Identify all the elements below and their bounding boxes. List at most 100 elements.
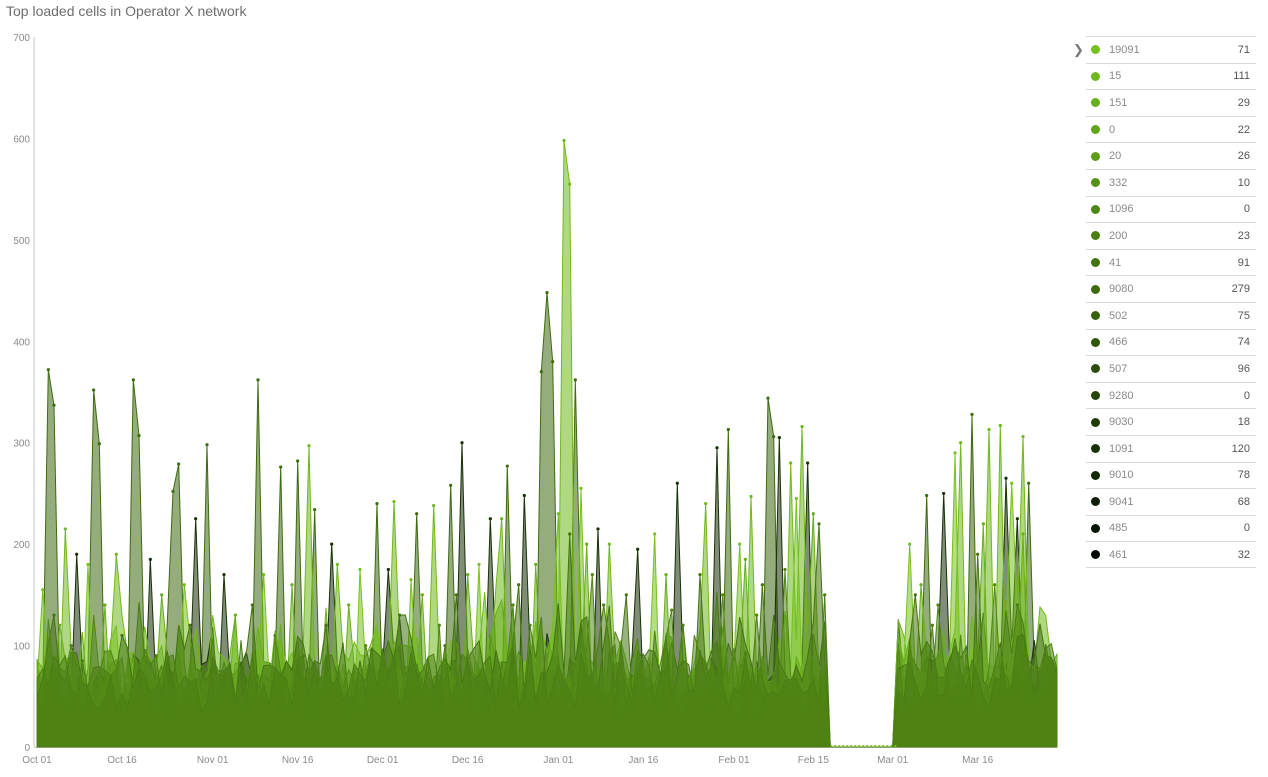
legend-item-label: 466 [1109, 336, 1128, 349]
x-tick-label: Oct 16 [107, 755, 137, 766]
legend-item-label: 9280 [1109, 389, 1134, 402]
legend-item-9010[interactable]: 9010 78 [1086, 461, 1256, 489]
legend-dot-icon [1091, 98, 1100, 108]
data-point [1021, 532, 1025, 536]
legend-item-label: 19091 [1109, 43, 1140, 56]
legend-dot-icon [1091, 391, 1100, 401]
y-tick-label: 200 [13, 540, 30, 551]
data-point [925, 493, 929, 498]
data-point [398, 613, 402, 617]
legend-dot-icon [1091, 284, 1100, 294]
data-point [573, 378, 577, 382]
legend-item-332[interactable]: 332 10 [1086, 168, 1256, 196]
data-point [517, 583, 521, 587]
legend-item-value: 32 [1237, 548, 1250, 561]
data-point [409, 578, 413, 582]
legend-item-41[interactable]: 41 91 [1086, 248, 1256, 276]
data-point [670, 608, 674, 612]
data-point [919, 583, 923, 587]
data-point [437, 623, 441, 627]
data-point [664, 572, 668, 577]
legend-item-label: 502 [1109, 309, 1128, 322]
data-point [1021, 435, 1025, 439]
data-point [545, 291, 549, 295]
data-point [500, 517, 504, 521]
x-tick-label: Dec 01 [367, 755, 399, 766]
data-point [358, 567, 362, 572]
legend-dot-icon [1091, 125, 1100, 135]
legend-dot-icon [1091, 71, 1100, 81]
data-point [766, 396, 770, 400]
y-tick-label: 0 [24, 743, 30, 754]
legend-item-9030[interactable]: 9030 18 [1086, 408, 1256, 435]
legend-item-1091[interactable]: 1091 120 [1086, 434, 1256, 462]
data-point [262, 572, 266, 577]
legend-dot-icon [1091, 497, 1100, 507]
data-point [653, 532, 657, 536]
legend-item-507[interactable]: 507 96 [1086, 355, 1256, 382]
data-point [806, 461, 810, 465]
legend-item-1096[interactable]: 1096 0 [1086, 195, 1256, 223]
data-point [160, 593, 164, 597]
legend-item-label: 1096 [1109, 203, 1134, 216]
data-point [715, 446, 719, 450]
legend-dot-icon [1091, 151, 1100, 161]
x-tick-label: Jan 01 [543, 755, 573, 766]
data-point [449, 483, 453, 487]
legend-item-value: 29 [1237, 96, 1250, 109]
data-point [777, 436, 781, 440]
legend-item-label: 9010 [1109, 469, 1134, 482]
legend-item-9280[interactable]: 9280 0 [1086, 381, 1256, 409]
x-tick-label: Mar 01 [877, 755, 909, 766]
x-tick-label: Dec 16 [452, 755, 484, 766]
legend-item-485[interactable]: 485 0 [1086, 514, 1256, 542]
data-point [273, 633, 277, 638]
data-point [188, 623, 192, 627]
legend-item-15[interactable]: 15 111 [1086, 62, 1256, 90]
legend-item-461[interactable]: 461 32 [1086, 541, 1256, 568]
data-point [63, 527, 67, 531]
legend-item-502[interactable]: 502 75 [1086, 301, 1256, 329]
data-point [981, 522, 985, 526]
legend-item-151[interactable]: 151 29 [1086, 89, 1256, 116]
legend-item-9041[interactable]: 9041 68 [1086, 488, 1256, 515]
chart-title: Top loaded cells in Operator X network [6, 3, 247, 19]
data-point [137, 434, 141, 438]
data-point [505, 464, 509, 468]
data-point [743, 557, 747, 561]
legend-dot-icon [1091, 258, 1100, 268]
data-point [539, 370, 543, 374]
legend-item-466[interactable]: 466 74 [1086, 328, 1256, 356]
legend-item-0[interactable]: 0 22 [1086, 115, 1256, 143]
data-point [194, 517, 198, 521]
legend-item-200[interactable]: 200 23 [1086, 222, 1256, 249]
data-point [624, 593, 628, 597]
y-tick-label: 500 [13, 236, 30, 247]
data-point [970, 412, 974, 416]
data-point [250, 603, 254, 607]
data-point [1004, 476, 1008, 480]
chevron-right-icon[interactable]: ❯ [1073, 42, 1084, 57]
data-point [556, 512, 560, 516]
data-point [551, 359, 555, 364]
data-point [369, 649, 373, 653]
data-point [222, 572, 226, 577]
data-point [52, 613, 56, 617]
legend-item-value: 0 [1243, 203, 1250, 216]
data-point [1015, 603, 1019, 607]
legend-item-value: 10 [1237, 176, 1250, 189]
data-point [301, 654, 305, 658]
legend-item-label: 1091 [1109, 442, 1134, 455]
legend-item-label: 9080 [1109, 283, 1134, 296]
data-point [704, 501, 708, 506]
data-point [75, 552, 79, 556]
legend-item-19091[interactable]: 19091 71 [1086, 36, 1256, 63]
data-point [228, 664, 232, 668]
legend-item-9080[interactable]: 9080 279 [1086, 275, 1256, 302]
legend-item-label: 461 [1109, 548, 1128, 561]
data-point [936, 603, 940, 607]
data-point [681, 623, 685, 627]
legend-item-value: 18 [1237, 416, 1250, 429]
data-point [256, 378, 260, 382]
legend-item-20[interactable]: 20 26 [1086, 142, 1256, 169]
